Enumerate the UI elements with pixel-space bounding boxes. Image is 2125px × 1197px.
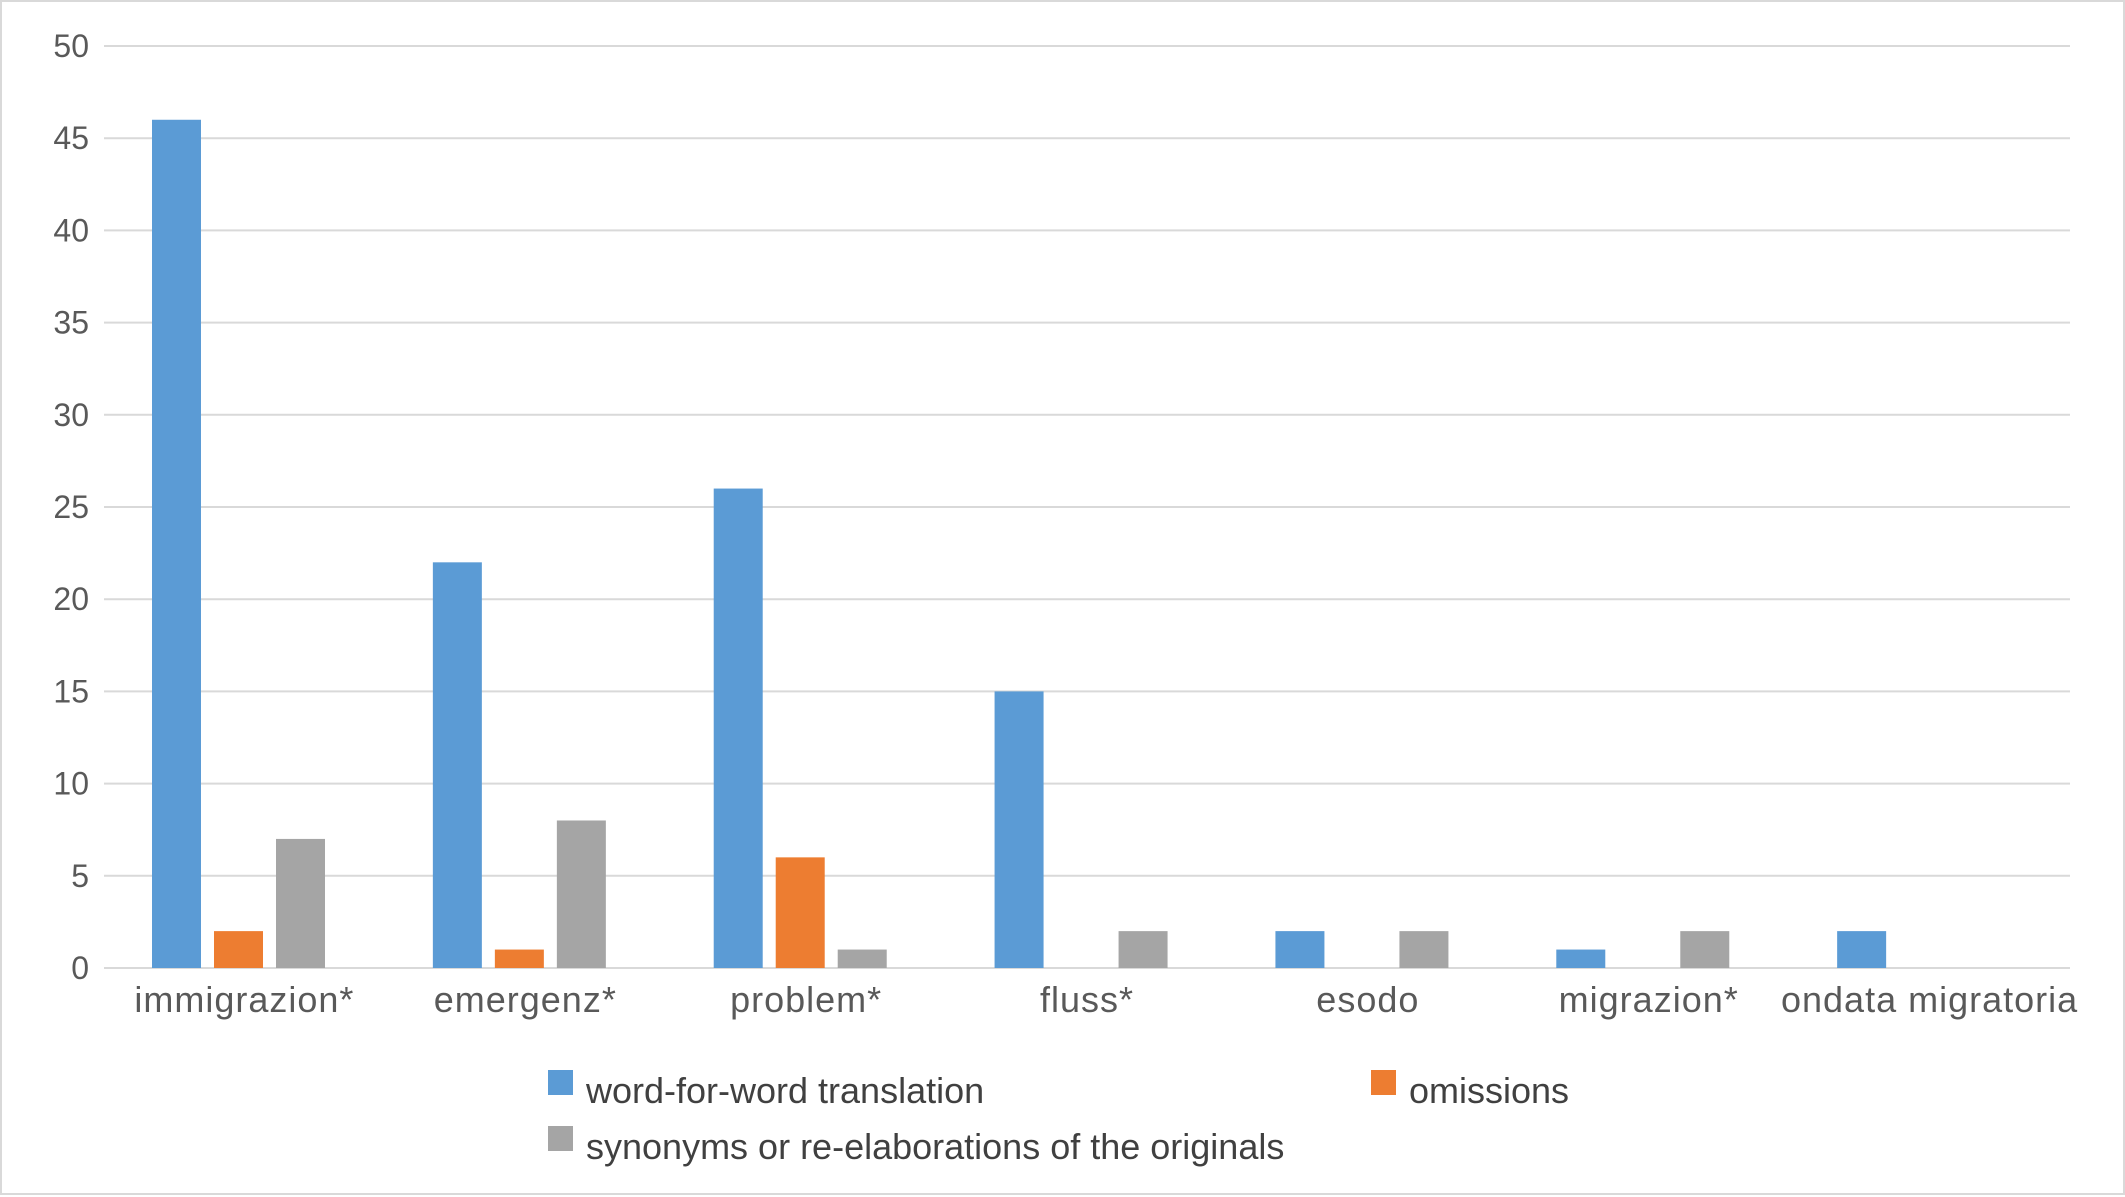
bars xyxy=(152,119,1887,968)
y-tick-label: 10 xyxy=(53,766,89,802)
x-tick-label: ondata migratoria xyxy=(1781,979,2078,1020)
gridlines xyxy=(104,45,2070,969)
bar xyxy=(775,857,825,968)
legend-item: omissions xyxy=(1371,1070,1569,1111)
y-tick-label: 15 xyxy=(53,673,89,709)
legend-label: word-for-word translation xyxy=(585,1070,984,1111)
bar xyxy=(1556,949,1606,968)
y-tick-label: 35 xyxy=(53,305,89,341)
x-tick-label: esodo xyxy=(1316,979,1419,1020)
y-tick-label: 40 xyxy=(53,212,89,248)
bar xyxy=(1118,931,1168,968)
legend-item: word-for-word translation xyxy=(548,1070,984,1111)
x-tick-label: emergenz* xyxy=(434,979,617,1020)
legend-swatch xyxy=(1371,1070,1396,1095)
x-tick-label: fluss* xyxy=(1040,979,1134,1020)
legend-item: synonyms or re-elaborations of the origi… xyxy=(548,1126,1284,1167)
legend: word-for-word translation omissions synony… xyxy=(548,1070,1569,1167)
bar xyxy=(432,562,482,968)
bar xyxy=(214,931,263,968)
bar xyxy=(1399,931,1449,968)
bar xyxy=(1837,931,1887,968)
y-tick-label: 5 xyxy=(71,858,89,894)
y-tick-label: 20 xyxy=(53,581,89,617)
y-tick-label: 30 xyxy=(53,397,89,433)
bar xyxy=(276,838,325,968)
bar xyxy=(994,691,1044,968)
bar xyxy=(837,949,887,968)
y-axis-ticks: 0 5 10 15 20 25 30 35 40 45 50 xyxy=(53,28,89,986)
bar xyxy=(1275,931,1325,968)
bar xyxy=(494,949,544,968)
y-tick-label: 50 xyxy=(53,28,89,64)
bar xyxy=(152,119,201,968)
legend-label: omissions xyxy=(1409,1070,1569,1111)
y-tick-label: 25 xyxy=(53,489,89,525)
x-axis-labels: immigrazion* emergenz* problem* fluss* esodo… xyxy=(134,979,2078,1020)
bar xyxy=(1680,931,1730,968)
bar xyxy=(556,820,606,968)
y-tick-label: 0 xyxy=(71,950,89,986)
legend-swatch xyxy=(548,1126,573,1151)
x-tick-label: problem* xyxy=(730,979,882,1020)
x-tick-label: migrazion* xyxy=(1559,979,1739,1020)
bar xyxy=(713,488,763,968)
legend-label: synonyms or re-elaborations of the origi… xyxy=(586,1126,1284,1167)
legend-swatch xyxy=(548,1070,573,1095)
y-tick-label: 45 xyxy=(53,120,89,156)
x-tick-label: immigrazion* xyxy=(134,979,354,1020)
